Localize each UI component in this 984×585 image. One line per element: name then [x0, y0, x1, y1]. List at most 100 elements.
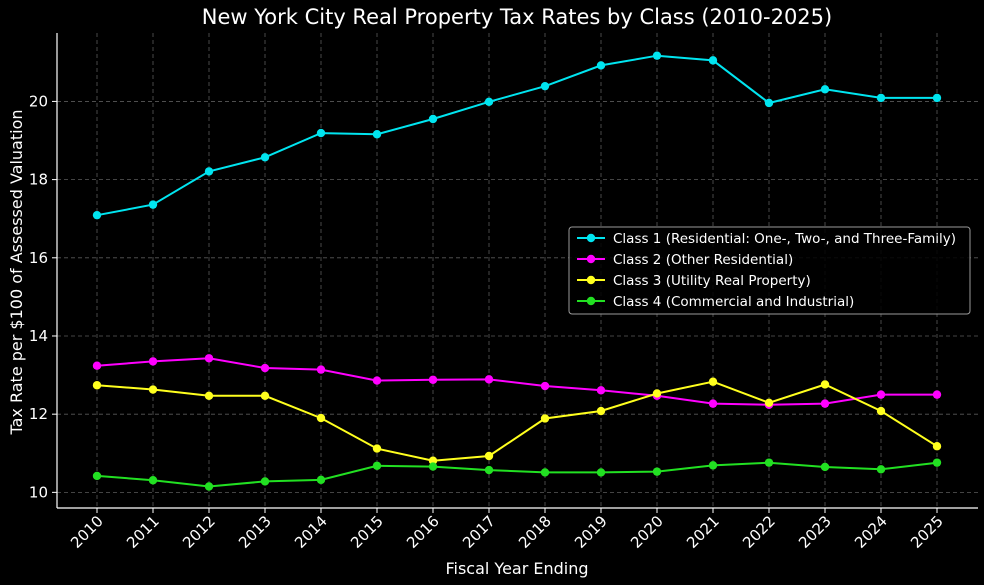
- data-point: [372, 461, 382, 470]
- data-point: [876, 406, 886, 416]
- x-tick-label: 2011: [123, 512, 163, 552]
- series-line: [96, 380, 938, 462]
- data-point: [92, 361, 102, 370]
- series-line: [96, 54, 937, 217]
- legend-swatch-marker: [586, 275, 596, 285]
- data-point: [820, 85, 830, 94]
- x-tick-label: 2020: [627, 512, 667, 552]
- series-2: [92, 354, 942, 409]
- data-point: [316, 128, 326, 138]
- data-point: [540, 81, 550, 91]
- data-point: [484, 375, 494, 384]
- data-point: [764, 98, 774, 108]
- x-tick-label: 2021: [683, 512, 723, 552]
- data-point: [764, 398, 774, 408]
- legend-swatch-marker: [586, 296, 596, 306]
- data-point: [372, 130, 382, 139]
- data-point: [428, 462, 438, 471]
- data-point: [820, 462, 830, 472]
- y-tick-label: 20: [29, 92, 48, 110]
- data-point: [148, 476, 158, 485]
- data-point: [708, 399, 718, 408]
- legend-entry: Class 1 (Residential: One-, Two-, and Th…: [577, 231, 956, 247]
- x-tick-label: 2017: [459, 512, 499, 552]
- data-point: [372, 376, 382, 385]
- x-tick-label: 2015: [347, 512, 387, 552]
- data-point: [932, 442, 942, 451]
- data-point: [428, 456, 438, 465]
- x-tick-label: 2016: [403, 512, 443, 552]
- x-tick-label: 2025: [907, 512, 947, 552]
- data-point: [428, 375, 438, 384]
- legend-entry: Class 3 (Utility Real Property): [577, 273, 811, 289]
- data-point: [540, 468, 550, 477]
- y-axis-title: Tax Rate per $100 of Assessed Valuation: [7, 110, 26, 436]
- x-tick-label: 2012: [179, 512, 219, 552]
- legend-swatch-marker: [586, 233, 596, 243]
- data-point: [92, 471, 102, 481]
- data-point: [708, 377, 718, 386]
- grid: [57, 33, 978, 508]
- legend: Class 1 (Residential: One-, Two-, and Th…: [568, 226, 971, 315]
- data-point: [596, 386, 606, 395]
- data-point: [596, 406, 606, 416]
- data-point: [260, 391, 270, 400]
- x-tick-label: 2022: [739, 512, 779, 552]
- x-tick-label: 2014: [291, 512, 331, 552]
- data-point: [652, 467, 662, 476]
- data-point: [708, 461, 718, 470]
- y-tick-label: 10: [29, 483, 48, 501]
- data-point: [820, 399, 830, 408]
- y-tick-label: 18: [29, 171, 48, 189]
- series-line: [96, 461, 938, 488]
- data-point: [876, 93, 886, 103]
- data-point: [540, 414, 550, 423]
- data-point: [764, 458, 774, 467]
- legend-swatch-marker: [586, 254, 596, 264]
- data-point: [932, 458, 942, 467]
- data-point: [92, 381, 102, 390]
- legend-entry: Class 4 (Commercial and Industrial): [577, 294, 854, 310]
- data-point: [204, 354, 214, 363]
- data-point: [484, 465, 494, 475]
- series-4: [92, 458, 942, 491]
- legend-label: Class 4 (Commercial and Industrial): [613, 294, 854, 310]
- legend-entry: Class 2 (Other Residential): [577, 252, 793, 268]
- x-tick-label: 2024: [851, 512, 891, 552]
- data-point: [652, 389, 662, 398]
- data-point: [148, 385, 158, 394]
- data-point: [148, 357, 158, 366]
- data-point: [260, 363, 270, 373]
- legend-box: [568, 226, 971, 315]
- x-tick-label: 2023: [795, 512, 835, 552]
- x-tick-label: 2010: [67, 512, 107, 552]
- data-point: [484, 97, 494, 107]
- series-1: [92, 51, 942, 220]
- data-point: [596, 61, 606, 70]
- data-point: [932, 93, 942, 103]
- data-point: [316, 475, 326, 485]
- data-point: [204, 482, 214, 491]
- data-point: [932, 390, 942, 399]
- data-point: [148, 200, 158, 209]
- data-point: [540, 381, 550, 391]
- y-tick-label: 14: [29, 327, 48, 345]
- data-point: [92, 210, 102, 220]
- data-point: [204, 391, 214, 400]
- data-point: [820, 380, 830, 389]
- data-point: [316, 413, 326, 423]
- data-point: [876, 465, 886, 474]
- series-lines: [92, 51, 942, 491]
- legend-label: Class 3 (Utility Real Property): [613, 273, 811, 289]
- chart-title: New York City Real Property Tax Rates by…: [202, 5, 832, 29]
- data-point: [316, 365, 326, 374]
- data-point: [260, 477, 270, 486]
- data-point: [372, 444, 382, 453]
- data-point: [428, 114, 438, 124]
- x-tick-label: 2018: [515, 512, 555, 552]
- x-tick-label: 2013: [235, 512, 275, 552]
- series-3: [92, 377, 942, 465]
- legend-label: Class 2 (Other Residential): [613, 252, 793, 268]
